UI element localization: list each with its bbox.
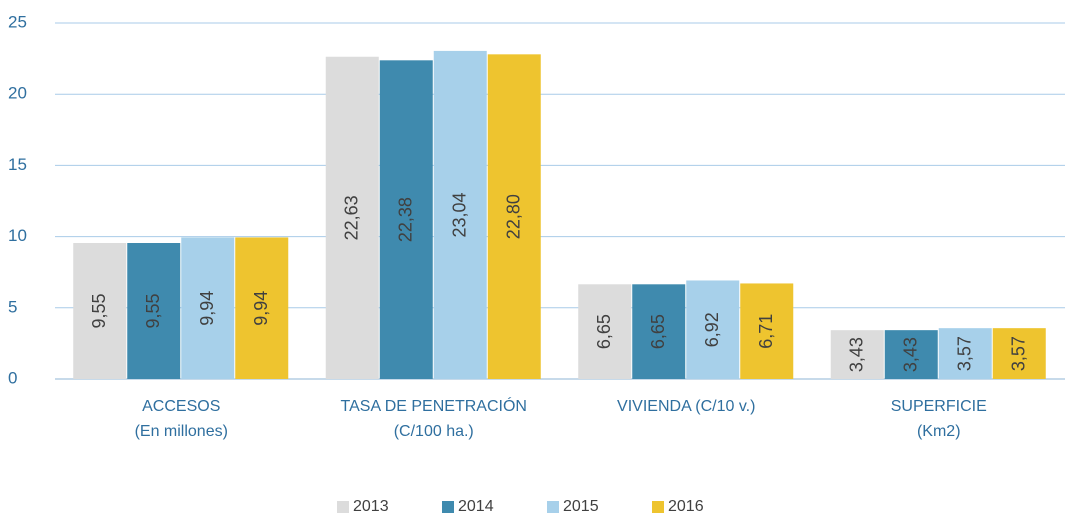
- value-label: 6,65: [648, 314, 668, 349]
- bar: [487, 54, 541, 379]
- value-label: 3,57: [1009, 336, 1029, 371]
- legend-swatch: [337, 501, 349, 513]
- value-label: 22,80: [504, 194, 524, 239]
- value-label: 22,38: [396, 197, 416, 242]
- bar: [884, 330, 938, 379]
- legend-label: 2016: [668, 498, 704, 515]
- value-label: 9,55: [143, 293, 163, 328]
- y-tick-label: 10: [8, 226, 27, 245]
- legend-swatch: [652, 501, 664, 513]
- legend-label: 2014: [458, 498, 494, 515]
- bar: [433, 50, 487, 379]
- bar: [740, 283, 794, 379]
- bar: [235, 237, 289, 379]
- y-tick-label: 20: [8, 84, 27, 103]
- value-label: 23,04: [450, 192, 470, 237]
- bar: [325, 56, 379, 379]
- bar: [379, 60, 433, 379]
- legend-label: 2013: [353, 498, 389, 515]
- legend-swatch: [442, 501, 454, 513]
- y-tick-label: 15: [8, 155, 27, 174]
- value-label: 9,55: [89, 293, 109, 328]
- bar: [830, 330, 884, 379]
- bar: [992, 328, 1046, 379]
- x-tick-label: SUPERFICIE: [891, 398, 987, 415]
- value-label: 9,94: [197, 291, 217, 326]
- value-label: 22,63: [342, 195, 362, 240]
- y-tick-label: 25: [8, 12, 27, 31]
- bar: [938, 328, 992, 379]
- y-tick-label: 5: [8, 297, 17, 316]
- legend-label: 2015: [563, 498, 599, 515]
- bar: [73, 243, 127, 379]
- value-label: 9,94: [251, 291, 271, 326]
- bar: [181, 237, 235, 379]
- bar: [686, 280, 740, 379]
- value-label: 3,57: [955, 336, 975, 371]
- x-tick-label: TASA DE PENETRACIÓN: [341, 396, 527, 415]
- x-tick-label: (C/100 ha.): [394, 423, 474, 440]
- x-tick-label: ACCESOS: [142, 398, 220, 415]
- x-tick-label: VIVIENDA (C/10 v.): [617, 398, 755, 415]
- value-label: 6,92: [702, 312, 722, 347]
- bar: [632, 284, 686, 379]
- x-tick-label: (En millones): [135, 423, 228, 440]
- legend-swatch: [547, 501, 559, 513]
- bar: [578, 284, 632, 379]
- value-label: 6,65: [594, 314, 614, 349]
- value-label: 3,43: [901, 337, 921, 372]
- value-label: 6,71: [756, 314, 776, 349]
- bar: [127, 243, 181, 379]
- y-tick-label: 0: [8, 368, 17, 387]
- value-label: 3,43: [847, 337, 867, 372]
- x-tick-label: (Km2): [917, 423, 961, 440]
